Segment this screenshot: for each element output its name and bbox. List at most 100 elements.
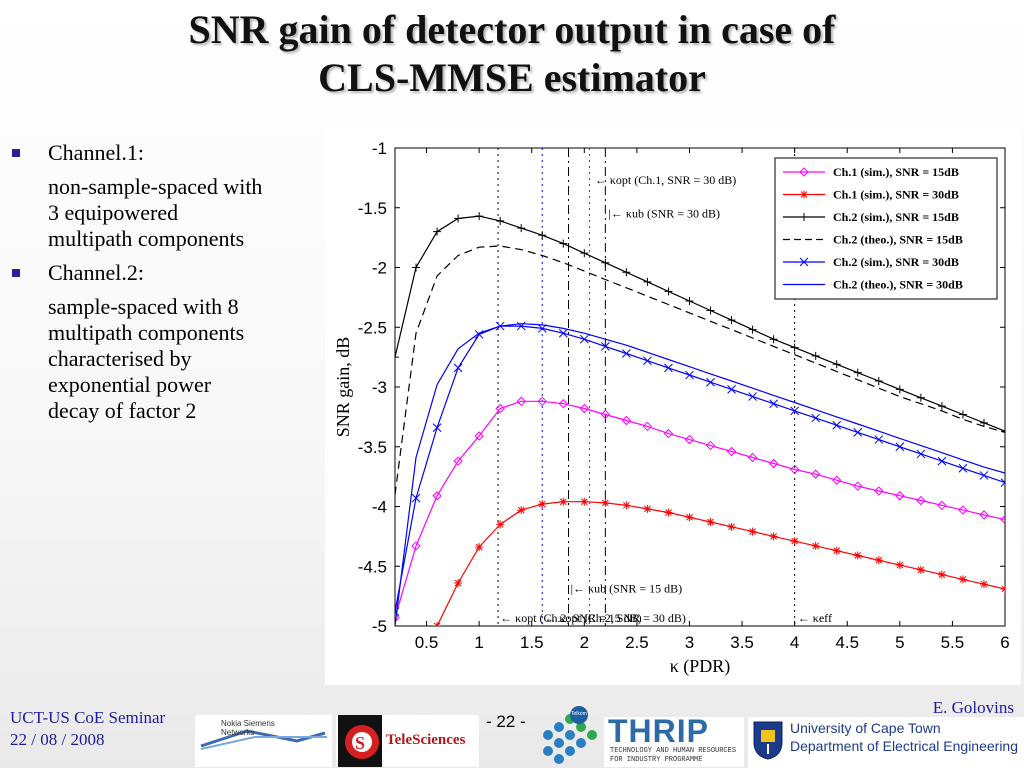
data-point (810, 469, 821, 479)
data-point (748, 527, 757, 536)
data-point (895, 442, 905, 452)
data-point (800, 190, 808, 199)
data-point (769, 532, 778, 541)
nsn-logo-graphic (200, 729, 327, 750)
data-point (684, 434, 695, 445)
legend-marker (800, 213, 808, 221)
data-point (799, 257, 809, 267)
telkom-label: Telkom (571, 711, 587, 717)
annotation-label: ← κopt (Ch.2, SNR = 30 dB) (544, 611, 686, 625)
data-point (937, 402, 946, 411)
data-point (685, 513, 694, 522)
annotation-label: |← κub (SNR = 15 dB) (571, 582, 683, 596)
data-point (685, 370, 694, 380)
data-point (559, 239, 568, 248)
x-tick-label: 2 (580, 633, 589, 652)
uct-department: Department of Electrical Engineering (790, 738, 1019, 754)
data-point (411, 541, 421, 551)
legend-entry: Ch.2 (theo.), SNR = 30dB (833, 278, 963, 292)
data-point (474, 431, 484, 441)
bullet-square-icon (12, 269, 20, 277)
y-tick-label: -3 (372, 378, 387, 397)
legend-marker (799, 257, 809, 267)
data-point (727, 385, 736, 394)
data-point (895, 561, 904, 570)
legend-box (774, 157, 998, 300)
detail-line: non-sample-spaced with (48, 174, 263, 199)
series-group (395, 396, 1005, 623)
data-point (706, 377, 715, 387)
data-point (832, 475, 842, 485)
y-axis-label: SNR gain, dB (333, 337, 353, 438)
data-point (559, 497, 568, 506)
data-point (495, 403, 505, 414)
x-tick-label: 0.5 (415, 633, 439, 652)
title-line-1: SNR gain of detector output in case of (188, 7, 836, 52)
legend-entry: Ch.2 (sim.), SNR = 30dB (833, 255, 959, 269)
data-point (517, 506, 526, 515)
seminar-name: UCT-US CoE Seminar (10, 708, 166, 727)
telkom-logo-graphic (543, 706, 597, 764)
data-point (705, 440, 716, 451)
data-point (853, 481, 863, 491)
thrip-logo: THRIP TECHNOLOGY AND HUMAN RESOURCES FOR… (604, 713, 744, 767)
data-point (979, 580, 988, 589)
x-tick-label: 6 (1000, 633, 1009, 652)
data-point (958, 463, 968, 473)
y-tick-label: -3.5 (358, 438, 387, 457)
data-point (411, 493, 421, 503)
x-tick-label: 5 (895, 633, 904, 652)
data-point (874, 377, 883, 386)
data-point (622, 501, 631, 510)
data-point (642, 421, 653, 432)
thrip-subtitle-1: TECHNOLOGY AND HUMAN RESOURCES (610, 747, 737, 755)
bullet-square-icon (12, 149, 20, 157)
detail-line: sample-spaced with 8 (48, 294, 239, 319)
data-point (496, 520, 505, 529)
data-point (800, 213, 808, 221)
data-point (579, 403, 590, 414)
data-point (600, 409, 611, 420)
bullet-channel-1: Channel.1: (10, 140, 325, 166)
data-point (937, 500, 947, 511)
data-point (747, 452, 758, 463)
data-point (663, 428, 674, 439)
y-tick-label: -2.5 (358, 318, 387, 337)
annotation-label: ← κopt (Ch.2, SNR = 15 dB) (500, 611, 642, 625)
uct-crest-icon (753, 721, 783, 760)
data-point (748, 392, 757, 401)
nsn-logo-text: Nokia Siemens Networks (221, 719, 275, 737)
data-point (433, 227, 442, 236)
page-number: - 22 - (486, 712, 526, 731)
data-point (979, 471, 989, 480)
data-point (622, 349, 631, 358)
bullet-detail-channel-1: non-sample-spaced with 3 equipowered mul… (10, 174, 325, 252)
x-tick-label: 1.5 (520, 633, 544, 652)
data-point (1001, 584, 1005, 593)
data-point (768, 458, 779, 469)
telesciences-logo: S TeleSciences (336, 715, 479, 767)
data-point (958, 505, 968, 515)
data-point (832, 546, 841, 555)
y-tick-label: -5 (372, 617, 387, 636)
thrip-subtitle-2: FOR INDUSTRY PROGRAMME (610, 756, 703, 764)
detail-line: characterised by (48, 346, 192, 371)
data-point (726, 446, 737, 457)
series-line (395, 215, 1005, 432)
data-point (874, 556, 883, 565)
data-point (601, 258, 610, 267)
data-point (475, 212, 484, 221)
data-point (832, 360, 841, 369)
series-group (395, 212, 1005, 436)
y-tick-label: -4 (372, 498, 387, 517)
data-point (538, 500, 547, 509)
data-point (643, 504, 652, 513)
data-point (937, 456, 947, 466)
y-tick-label: -1 (372, 139, 387, 158)
series-group (433, 497, 1005, 626)
data-point (475, 543, 484, 552)
data-point (664, 363, 673, 373)
series-group (395, 321, 1005, 617)
data-point (432, 491, 442, 501)
x-tick-label: 3 (685, 633, 694, 652)
